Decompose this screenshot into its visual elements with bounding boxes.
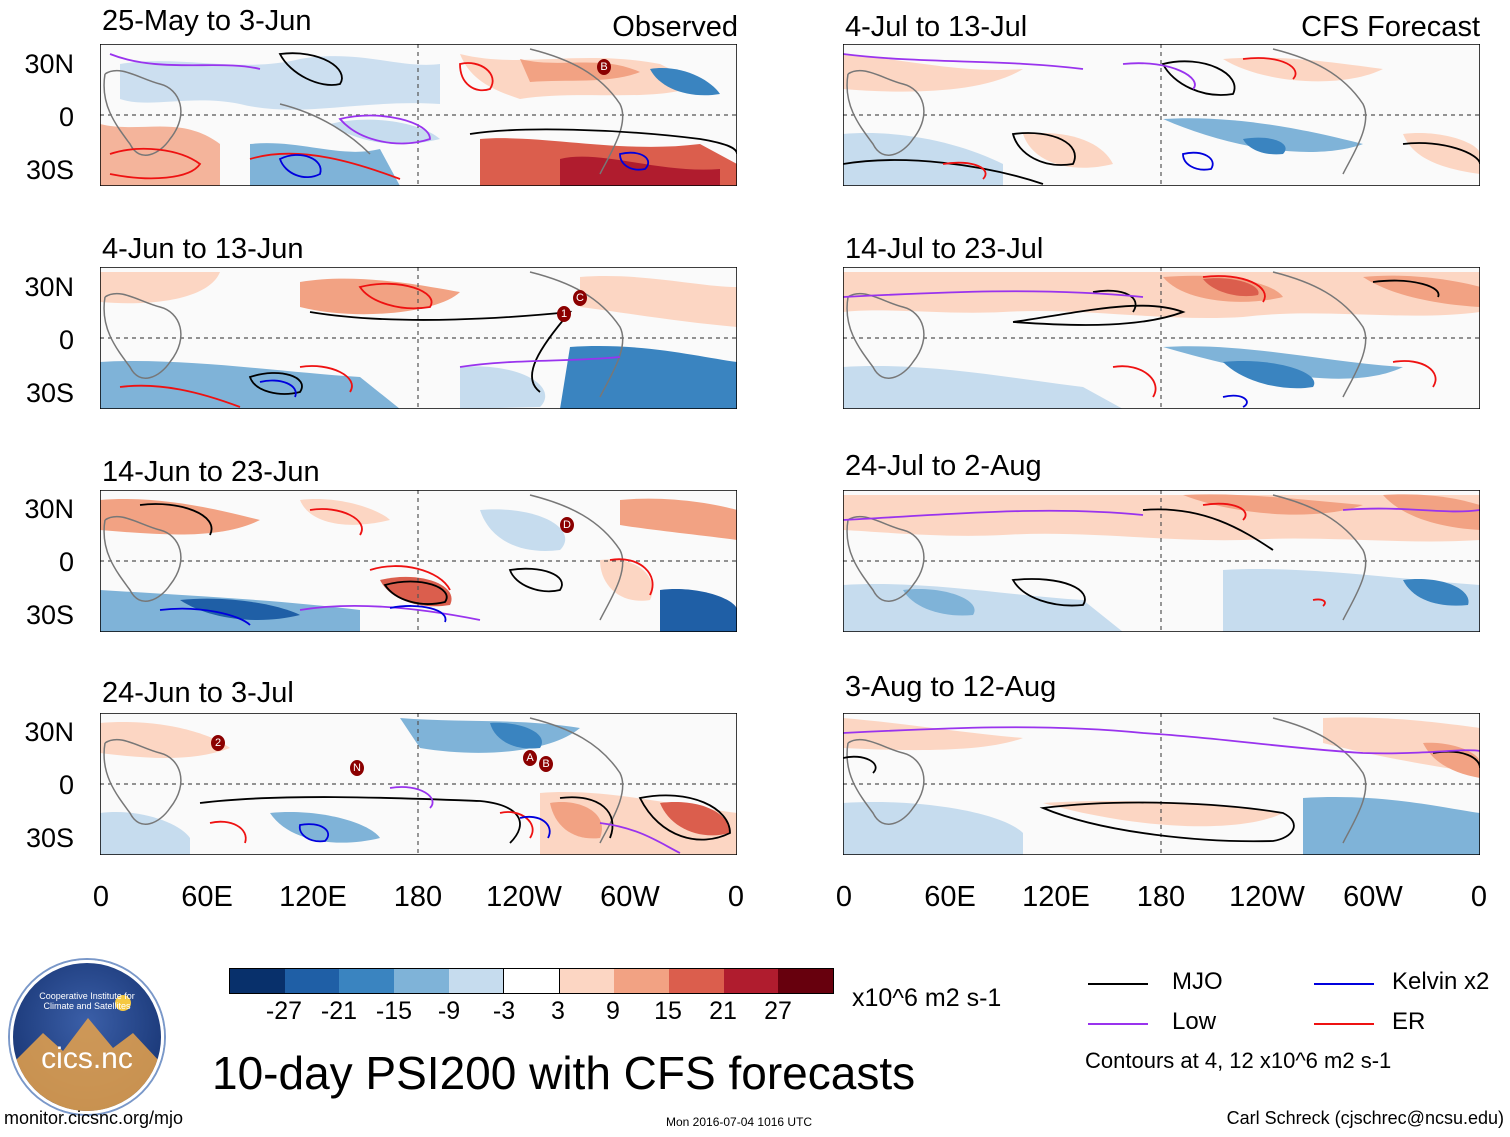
panel-title-obs-4: 24-Jun to 3-Jul: [102, 677, 294, 709]
logo-mountains-icon: [13, 995, 161, 1111]
colorbar-swatch-11: [778, 969, 834, 993]
lon-right-120e: 120E: [1022, 881, 1090, 913]
lat-30n-p4: 30N: [24, 717, 74, 747]
colorbar-swatch-3: [339, 969, 394, 993]
lon-left-180: 180: [393, 881, 443, 913]
lat-30s-p3: 30S: [25, 600, 74, 630]
legend-low-line: [1088, 1023, 1148, 1025]
legend-mjo-label: MJO: [1172, 968, 1223, 995]
map-panel-observed-3: [100, 490, 737, 632]
storm-marker-b-p4: B: [539, 756, 553, 772]
colorbar-tick-5: -3: [492, 997, 516, 1025]
panel-title-fcst-3: 24-Jul to 2-Aug: [845, 450, 1042, 482]
lon-right-60w: 60W: [1343, 881, 1403, 913]
map-panel-forecast-2: [843, 267, 1480, 409]
colorbar-swatch-10: [723, 969, 779, 993]
storm-marker-1-p2: 1: [557, 306, 571, 322]
lon-right-120w: 120W: [1229, 881, 1305, 913]
lon-left-60w: 60W: [600, 881, 660, 913]
panel-title-obs-3: 14-Jun to 23-Jun: [102, 456, 320, 488]
map-panel-observed-1: [100, 44, 737, 186]
contour-note: Contours at 4, 12 x10^6 m2 s-1: [1085, 1048, 1392, 1073]
legend-er-line: [1314, 1023, 1374, 1025]
lon-left-60e: 60E: [181, 881, 233, 913]
storm-marker-c-p2: C: [573, 290, 587, 306]
colorbar-tick-6: 3: [551, 997, 565, 1025]
colorbar-tick-3: -15: [375, 997, 413, 1025]
footer-author[interactable]: Carl Schreck (cjschrec@ncsu.edu): [1226, 1108, 1504, 1128]
cfs-forecast-label: CFS Forecast: [1301, 11, 1480, 43]
colorbar-swatch-1: [230, 969, 285, 993]
storm-marker-2-p4: 2: [211, 735, 225, 751]
colorbar-tick-4: -9: [437, 997, 461, 1025]
panel-title-fcst-4: 3-Aug to 12-Aug: [845, 671, 1057, 703]
storm-marker-a-p4: A: [523, 750, 537, 766]
legend-mjo-line: [1088, 983, 1148, 985]
panel-title-obs-1: 25-May to 3-Jun: [102, 5, 312, 37]
colorbar-swatch-5: [448, 969, 504, 993]
colorbar-swatch-4: [393, 969, 449, 993]
colorbar-tick-1: -27: [265, 997, 303, 1025]
legend-low-label: Low: [1172, 1008, 1217, 1035]
logo-text: cics.nc: [41, 1042, 133, 1075]
lon-right-60e: 60E: [924, 881, 976, 913]
colorbar-swatch-9: [669, 969, 724, 993]
legend-kelvin-label: Kelvin x2: [1392, 968, 1490, 995]
lat-30n-p3: 30N: [24, 494, 74, 524]
lat-30n-p1: 30N: [24, 49, 74, 79]
lon-right-0: 0: [835, 881, 853, 913]
panel-title-fcst-1: 4-Jul to 13-Jul: [845, 11, 1028, 43]
legend-er-label: ER: [1392, 1008, 1426, 1035]
lon-left-120e: 120E: [279, 881, 347, 913]
lon-right-0-end: 0: [1470, 881, 1488, 913]
lat-30s-p2: 30S: [25, 378, 74, 408]
panel-title-obs-2: 4-Jun to 13-Jun: [102, 233, 304, 265]
colorbar-swatch-7: [559, 969, 615, 993]
lon-left-0-end: 0: [727, 881, 745, 913]
colorbar-tick-9: 21: [709, 997, 737, 1025]
main-title: 10-day PSI200 with CFS forecasts: [212, 1047, 916, 1099]
lon-left-0: 0: [92, 881, 110, 913]
map-panel-forecast-3: [843, 490, 1480, 632]
legend-kelvin-line: [1314, 983, 1374, 985]
colorbar-swatch-8: [614, 969, 670, 993]
lon-left-120w: 120W: [486, 881, 562, 913]
colorbar-tick-7: 9: [606, 997, 620, 1025]
storm-marker-d-p3: D: [560, 517, 574, 533]
colorbar-tick-2: -21: [320, 997, 358, 1025]
footer-timestamp: Mon 2016-07-04 1016 UTC: [666, 1115, 813, 1129]
units-label: x10^6 m2 s-1: [852, 984, 1002, 1012]
colorbar: [229, 968, 834, 994]
map-panel-observed-4: [100, 713, 737, 855]
storm-marker-b-p1: B: [597, 59, 611, 75]
lat-30n-p2: 30N: [24, 272, 74, 302]
logo-ring-text: Cooperative Institute for Climate and Sa…: [39, 991, 135, 1011]
panel-title-fcst-2: 14-Jul to 23-Jul: [845, 233, 1044, 265]
colorbar-tick-10: 27: [764, 997, 792, 1025]
lat-0-p1: 0: [58, 102, 74, 132]
cics-logo: Cooperative Institute for Climate and Sa…: [10, 960, 164, 1114]
footer-url[interactable]: monitor.cicsnc.org/mjo: [4, 1108, 184, 1128]
observed-label: Observed: [612, 11, 738, 43]
lat-0-p4: 0: [58, 770, 74, 800]
map-panel-observed-2: [100, 267, 737, 409]
lat-0-p2: 0: [58, 325, 74, 355]
storm-marker-n-p4: N: [350, 760, 364, 776]
map-panel-forecast-4: [843, 713, 1480, 855]
colorbar-swatch-2: [284, 969, 340, 993]
lat-0-p3: 0: [58, 547, 74, 577]
colorbar-swatch-6: [503, 969, 560, 993]
map-panel-forecast-1: [843, 44, 1480, 186]
lat-30s-p4: 30S: [25, 823, 74, 853]
lon-right-180: 180: [1136, 881, 1186, 913]
colorbar-tick-8: 15: [654, 997, 682, 1025]
lat-30s-p1: 30S: [25, 155, 74, 185]
